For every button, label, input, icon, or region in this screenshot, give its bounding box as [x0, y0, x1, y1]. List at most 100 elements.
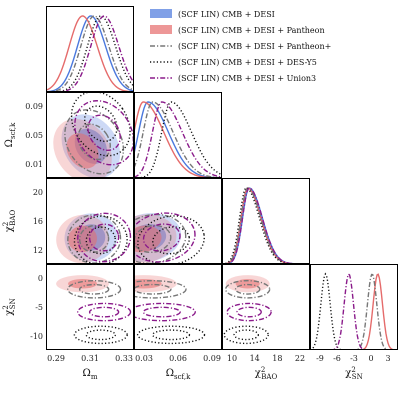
xtick-om-1: 0.31 [81, 354, 99, 363]
ytick-osk-0: 0.09 [25, 102, 43, 111]
ytick-cb-2: 12 [33, 246, 43, 255]
diag-curve-osk-s3 [134, 101, 222, 178]
contour-inner-om-cb-s3 [85, 226, 116, 255]
diag-curve-csn-s4 [310, 273, 398, 350]
diag-curve-om-s2 [46, 15, 134, 92]
legend-label-s3: (SCF LIN) CMB + DESI + DES-Y5 [178, 58, 317, 67]
ylabel-osk: Ωscf,k [4, 122, 17, 147]
panel-osk-osk [134, 101, 222, 178]
contour-outer-om-osk-s3 [70, 92, 131, 157]
contour-outer-cb-csn-s2 [224, 279, 271, 299]
contour-outer-cb-csn-s4 [226, 302, 272, 322]
contour-inner-osk-cb-s2 [134, 224, 172, 254]
contour-inner-om-cb-s2 [78, 224, 110, 253]
diag-curve-cb-s2 [222, 187, 310, 264]
ytick-cb-1: 16 [33, 217, 43, 226]
contour-outer-om-osk-s4 [74, 100, 134, 166]
ylabel-csn: χ2SN [2, 298, 17, 315]
ytick-osk-1: 0.05 [25, 131, 43, 140]
contour-outer-om-csn-s2 [67, 279, 122, 299]
panel-osk-om [53, 92, 134, 178]
contour-outer-osk-csn-s4 [134, 302, 196, 322]
diag-curve-csn-s2 [310, 273, 398, 350]
contour-inner-om-osk-s2 [77, 123, 111, 161]
contour-inner-osk-cb-s4 [142, 223, 181, 252]
panel-frame-om-om [46, 6, 134, 92]
contour-inner-osk-csn-s3 [151, 329, 191, 341]
contour-outer-osk-cb-s2 [134, 213, 187, 264]
ytick-csn-0: 0 [38, 274, 43, 283]
legend-label-s2: (SCF LIN) CMB + DESI + Pantheon+ [178, 42, 331, 51]
ytick-csn-1: -5 [35, 303, 43, 312]
ytick-csn-2: -10 [30, 332, 43, 341]
contour-inner-om-osk-s4 [87, 114, 121, 152]
xtick-osk-2: 0.09 [203, 354, 221, 363]
xtick-osk-0: 0.03 [135, 354, 153, 363]
contour-inner-osk-csn-s4 [142, 306, 181, 318]
ytick-cb-0: 20 [33, 188, 43, 197]
panel-om-om [46, 15, 134, 92]
contour-inner-cb-csn-s4 [236, 306, 262, 318]
contour-inner-osk-csn-s1 [134, 279, 162, 289]
diag-curve-cb-s4 [222, 187, 310, 264]
contour-inner-osk-cb-s3 [152, 226, 191, 255]
labels-layer: 0.09 0.05 0.01 20 16 12 0 -5 -10 0.29 0.31 0.33 0.03… [2, 102, 391, 381]
xtick-om-0: 0.29 [47, 354, 65, 363]
ylabel-cb: χ2BAO [2, 210, 17, 233]
legend: (SCF LIN) CMB + DESI (SCF LIN) CMB + DESI… [150, 9, 331, 83]
panel-frame-csn-cb [222, 264, 310, 350]
contour-inner-cb-csn-s3 [233, 329, 259, 341]
panel-frame-csn-osk [134, 264, 222, 350]
contour-inner-om-csn-s2 [78, 283, 110, 295]
diag-curve-om-s1 [46, 15, 134, 92]
contour-inner-om-osk-s3 [83, 105, 118, 142]
diag-curve-osk-s4 [134, 101, 222, 178]
xtick-csn-0: -9 [316, 354, 324, 363]
contour-outer-cb-csn-s3 [223, 325, 269, 345]
contour-inner-cb-csn-s2 [234, 283, 261, 295]
panel-cb-om [56, 212, 132, 264]
panel-csn-om [56, 275, 132, 345]
diag-curve-om-s3 [46, 15, 134, 92]
legend-label-s4: (SCF LIN) CMB + DESI + Union3 [178, 74, 316, 83]
contour-outer-osk-csn-s3 [136, 325, 206, 345]
xtick-om-2: 0.33 [115, 354, 133, 363]
legend-swatch-s0 [150, 9, 172, 18]
legend-label-s0: (SCF LIN) CMB + DESI [178, 10, 275, 19]
contour-outer-osk-cb-s3 [137, 215, 205, 264]
xtick-osk-1: 0.06 [169, 354, 187, 363]
panel-csn-cb [223, 275, 272, 345]
xlabel-cb: χ2 BAO [255, 366, 278, 381]
contour-inner-om-csn-s4 [88, 306, 120, 318]
contour-outer-osk-cb-s4 [134, 212, 196, 263]
diag-curve-om-s0 [46, 15, 134, 92]
xlabel-csn: χ2 SN [345, 366, 362, 381]
legend-swatch-s1 [150, 25, 172, 34]
xtick-csn-1: -6 [333, 354, 341, 363]
contour-outer-om-csn-s3 [73, 325, 128, 345]
panel-csn-osk [134, 275, 206, 345]
panel-csn-csn [310, 272, 398, 350]
panel-frame-cb-om [46, 178, 134, 264]
contour-outer-om-cb-s2 [67, 214, 122, 264]
xtick-cb-3: 22 [295, 354, 305, 363]
panels-layer [46, 6, 398, 350]
contour-inner-om-cb-s4 [88, 223, 120, 252]
panel-frame-csn-csn [310, 264, 398, 350]
xlabel-om: Ωm [83, 368, 98, 381]
xtick-csn-4: 3 [385, 354, 390, 363]
contour-inner-osk-csn-s2 [134, 283, 172, 295]
xtick-cb-2: 18 [272, 354, 282, 363]
contour-outer-om-cb-s4 [77, 212, 132, 263]
xtick-cb-0: 10 [227, 354, 237, 363]
xtick-cb-1: 14 [250, 354, 260, 363]
panel-cb-osk [134, 212, 205, 264]
contour-inner-om-csn-s3 [85, 329, 117, 341]
diag-curve-cb-s3 [222, 187, 310, 264]
xtick-csn-3: 0 [368, 354, 373, 363]
panel-frame-cb-cb [222, 178, 310, 264]
xlabel-osk: Ωscf,k [166, 368, 191, 381]
diag-curve-csn-s1 [310, 273, 398, 350]
legend-label-s1: (SCF LIN) CMB + DESI + Pantheon [178, 26, 325, 35]
